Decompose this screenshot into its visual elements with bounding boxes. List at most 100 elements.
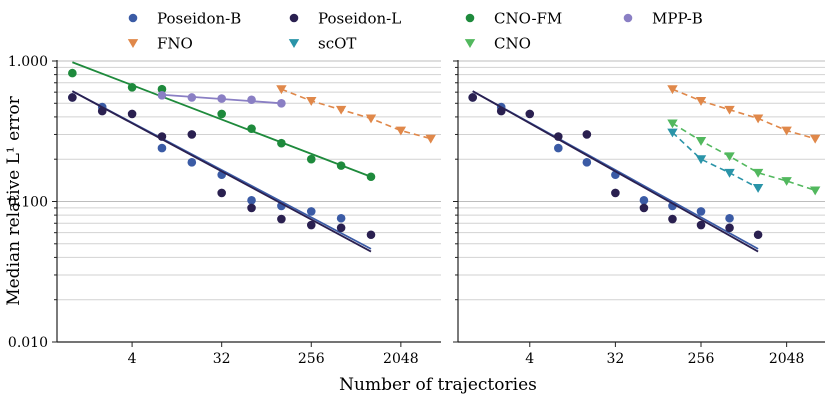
right-x-tick-label: 2048 [769, 351, 805, 367]
cno-fm-point [336, 161, 346, 170]
legend-marker-scot [288, 39, 300, 48]
poseidon-b-point [582, 158, 592, 167]
left-series-mpp-b [157, 90, 286, 108]
left-x-tick-label: 2048 [383, 351, 419, 367]
poseidon-l-point [525, 109, 535, 119]
left-x-tick-label: 256 [298, 351, 325, 367]
left-series-cno-fm [68, 61, 376, 182]
scot-dashed-line [671, 131, 759, 189]
cno-point [695, 136, 707, 146]
poseidon-b-point [247, 195, 256, 205]
cno-fm-fit-line [72, 61, 372, 178]
poseidon-l-point [725, 223, 734, 233]
poseidon-l-point [336, 223, 346, 233]
left-series-poseidon-l [68, 90, 376, 253]
legend-label-poseidon-l: Poseidon-L [318, 10, 401, 28]
y-tick-label: 0.010 [8, 335, 48, 351]
cno-fm-point [277, 138, 286, 148]
scot-point [667, 128, 678, 138]
legend-marker-cno [464, 39, 476, 48]
right-series-poseidon-l [468, 90, 763, 253]
right-panel: 4 32 256 2048 [453, 60, 825, 367]
right-series-cno [667, 119, 821, 196]
poseidon-l-point [554, 132, 563, 141]
poseidon-b-point [336, 213, 346, 223]
poseidon-l-point [187, 130, 197, 139]
poseidon-l-point [753, 230, 763, 240]
scot-point [724, 168, 735, 178]
legend-label-cno-fm: CNO-FM [494, 10, 562, 28]
legend-marker-cno-fm [465, 13, 475, 23]
poseidon-l-point [668, 214, 677, 224]
poseidon-b-point [157, 143, 167, 153]
poseidon-l-point [127, 109, 137, 119]
left-series-fno [276, 85, 436, 144]
left-x-tick-label: 32 [213, 351, 231, 367]
fno-point [695, 97, 707, 106]
fno-dashed-line [281, 88, 431, 140]
cno-dashed-line [672, 122, 816, 192]
fno-point [724, 105, 735, 115]
legend-label-poseidon-b: Poseidon-B [157, 10, 241, 28]
legend-marker-mpp-b [623, 13, 633, 23]
legend-label-mpp-b: MPP-B [652, 10, 703, 28]
scot-point [695, 155, 707, 165]
right-x-tick-label: 4 [525, 351, 534, 367]
legend-label-cno: CNO [494, 35, 531, 53]
cno-point [667, 119, 678, 129]
legend-marker-poseidon-b [128, 13, 138, 23]
poseidon-l-fit-line [71, 90, 372, 253]
mpp-b-point [217, 94, 226, 103]
mpp-b-point [247, 95, 256, 105]
poseidon-b-point [187, 158, 197, 167]
poseidon-l-point [696, 220, 706, 230]
y-tick-label: 1.000 [8, 54, 48, 70]
poseidon-b-point [639, 195, 649, 205]
cno-fm-point [127, 82, 137, 92]
fno-point [809, 134, 821, 144]
poseidon-b-point [696, 207, 706, 216]
poseidon-l-point [639, 203, 649, 213]
cno-point [724, 152, 735, 162]
right-x-tick-label: 32 [606, 351, 624, 367]
right-series-scot [667, 128, 764, 193]
cno-point [809, 186, 821, 196]
scot-point [752, 183, 764, 193]
poseidon-l-point [97, 106, 107, 116]
right-series-fno [667, 85, 821, 144]
poseidon-b-point [725, 213, 734, 223]
cno-point [752, 168, 764, 178]
cno-fm-point [366, 172, 376, 182]
poseidon-l-point [247, 203, 256, 213]
y-axis-title: Median relative L¹ error [4, 95, 24, 305]
poseidon-l-point [468, 93, 477, 102]
legend-marker-poseidon-l [289, 13, 299, 23]
poseidon-b-point [554, 143, 563, 153]
left-panel: 0.010 0.100 1.000 4 32 256 2048 [8, 54, 441, 367]
poseidon-l-point [611, 188, 620, 198]
poseidon-l-point [277, 214, 286, 224]
fno-point [752, 114, 764, 124]
poseidon-l-point [217, 188, 226, 198]
fno-point [667, 85, 678, 95]
right-x-tick-label: 256 [688, 351, 715, 367]
fno-point [276, 85, 287, 95]
fno-point [365, 114, 377, 124]
legend-label-scot: scOT [318, 35, 356, 53]
x-axis-title: Number of trajectories [339, 375, 537, 395]
fno-dashed-line [672, 88, 816, 140]
fno-point [425, 134, 436, 144]
poseidon-l-point [306, 220, 316, 230]
poseidon-l-fit-line [472, 90, 759, 253]
cno-fm-point [157, 84, 167, 94]
poseidon-l-point [366, 230, 376, 240]
mpp-b-point [277, 98, 286, 108]
cno-fm-point [247, 124, 256, 133]
poseidon-l-point [157, 132, 167, 141]
y-tick-label: 0.100 [8, 195, 48, 211]
cno-fm-point [217, 109, 226, 119]
fno-point [306, 97, 317, 106]
fno-point [395, 126, 407, 136]
poseidon-l-point [68, 93, 77, 102]
